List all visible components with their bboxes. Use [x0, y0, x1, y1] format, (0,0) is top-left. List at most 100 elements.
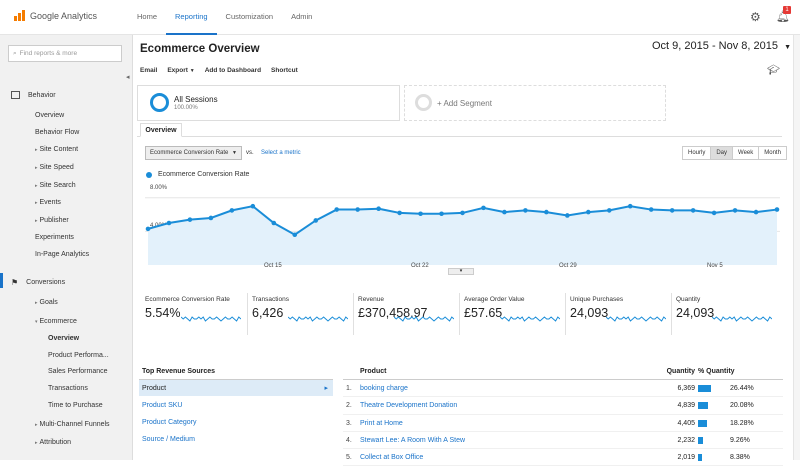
sidebar-item-ecommerce[interactable]: ▾ Ecommerce [35, 318, 77, 325]
sidebar-item-overview[interactable]: Overview [35, 112, 65, 119]
sidebar-section-behavior[interactable]: Behavior [11, 91, 56, 99]
graduation-cap-icon[interactable]: 🎓︎ [767, 65, 780, 76]
bell-icon[interactable]: 🔔︎ [776, 11, 790, 23]
data-point[interactable] [439, 211, 444, 217]
scorecard-transactions[interactable]: Transactions 6,426 [247, 293, 353, 335]
segment-all-sessions[interactable]: All Sessions 100.00% [137, 85, 400, 121]
data-point[interactable] [271, 220, 277, 226]
sidebar-item-label: Ecommerce [39, 318, 77, 325]
granularity-day[interactable]: Day [711, 147, 734, 159]
chart-scroll-handle[interactable]: ▾ [448, 268, 474, 275]
product-link[interactable]: Theatre Development Donation [360, 402, 458, 410]
gear-icon[interactable]: ⚙ [750, 10, 761, 24]
data-point[interactable] [313, 218, 319, 223]
data-point[interactable] [565, 213, 570, 218]
sparkline [712, 316, 772, 322]
sidebar-item-product-performance[interactable]: Product Performa... [48, 352, 109, 359]
legend-label: Ecommerce Conversion Rate [158, 171, 250, 178]
sidebar-item-multi-channel-funnels[interactable]: ▸ Multi-Channel Funnels [35, 421, 110, 428]
sidebar-item-time-to-purchase[interactable]: Time to Purchase [48, 402, 103, 409]
data-point[interactable] [187, 217, 193, 222]
scorecard-quantity[interactable]: Quantity 24,093 [671, 293, 777, 335]
product-link[interactable]: Collect at Box Office [360, 454, 424, 462]
source-product-sku[interactable]: Product SKU [139, 397, 333, 414]
nav-admin[interactable]: Admin [291, 12, 313, 21]
product-link[interactable]: Stewart Lee: A Room With A Stew [360, 436, 466, 444]
granularity-month[interactable]: Month [759, 147, 786, 159]
data-point[interactable] [523, 208, 528, 213]
email-button[interactable]: Email [140, 67, 158, 74]
data-point[interactable] [774, 207, 780, 212]
main-content: Ecommerce Overview Oct 9, 2015 - Nov 8, … [133, 35, 800, 466]
data-point[interactable] [292, 232, 298, 238]
scorecard-unique-purchases[interactable]: Unique Purchases 24,093 [565, 293, 671, 335]
search-input[interactable]: ⌕ Find reports & more [8, 45, 122, 62]
source-product[interactable]: Product ▸ [139, 380, 333, 397]
sidebar-item-goals[interactable]: ▸ Goals [35, 299, 58, 306]
data-point[interactable] [397, 210, 402, 216]
scorecard-revenue[interactable]: Revenue £370,458.97 [353, 293, 459, 335]
data-point[interactable] [690, 208, 696, 213]
sidebar-item-events[interactable]: ▸ Events [35, 199, 61, 206]
sidebar-item-site-content[interactable]: ▸ Site Content [35, 146, 78, 153]
data-point[interactable] [586, 209, 591, 215]
data-point[interactable] [627, 203, 633, 209]
expand-icon: ▸ [35, 200, 38, 206]
source-medium[interactable]: Source / Medium [139, 431, 333, 448]
sidebar-item-ecommerce-overview[interactable]: Overview [48, 335, 80, 342]
add-segment-button[interactable]: + Add Segment [404, 85, 666, 121]
sidebar-item-label: Multi-Channel Funnels [39, 421, 110, 428]
data-point[interactable] [229, 208, 235, 213]
data-point[interactable] [753, 209, 759, 215]
data-point[interactable] [460, 210, 465, 216]
granularity-hourly[interactable]: Hourly [683, 147, 712, 159]
nav-reporting[interactable]: Reporting [166, 0, 217, 35]
data-point[interactable] [732, 208, 738, 213]
data-point[interactable] [376, 206, 381, 212]
sidebar-item-sales-performance[interactable]: Sales Performance [48, 368, 108, 375]
granularity-week[interactable]: Week [733, 147, 760, 159]
sidebar-item-site-search[interactable]: ▸ Site Search [35, 182, 76, 189]
data-point[interactable] [418, 211, 423, 217]
sidebar-item-experiments[interactable]: Experiments [35, 234, 74, 241]
export-button[interactable]: Export ▼ [167, 67, 194, 74]
add-to-dashboard-button[interactable]: Add to Dashboard [204, 67, 262, 74]
sidebar-section-conversions[interactable]: ⚑ Conversions [11, 278, 65, 287]
date-range-picker[interactable]: Oct 9, 2015 - Nov 8, 2015 ▼ [652, 40, 791, 52]
shortcut-button[interactable]: Shortcut [271, 67, 298, 74]
data-point[interactable] [502, 209, 507, 215]
data-point[interactable] [355, 207, 360, 212]
data-point[interactable] [711, 210, 717, 216]
nav-customization[interactable]: Customization [225, 12, 274, 21]
data-point[interactable] [334, 207, 339, 212]
page-scrollbar[interactable] [793, 35, 800, 460]
data-point[interactable] [481, 205, 486, 211]
data-point[interactable] [208, 215, 214, 221]
data-point[interactable] [669, 208, 675, 213]
collapse-sidebar-icon[interactable]: ◂ [126, 74, 130, 81]
data-point[interactable] [250, 203, 256, 209]
sidebar-item-transactions[interactable]: Transactions [48, 385, 88, 392]
sidebar-item-in-page-analytics[interactable]: In-Page Analytics [35, 251, 90, 258]
selected-section-indicator [0, 273, 3, 288]
data-point[interactable] [648, 207, 654, 212]
notification-badge: 1 [783, 6, 791, 14]
data-point[interactable] [166, 220, 172, 226]
scorecard-average-order-value[interactable]: Average Order Value £57.65 [459, 293, 565, 335]
sidebar-item-site-speed[interactable]: ▸ Site Speed [35, 164, 74, 171]
select-metric-link[interactable]: Select a metric [261, 150, 301, 156]
sidebar-item-behavior-flow[interactable]: Behavior Flow [35, 129, 80, 136]
data-point[interactable] [606, 208, 612, 213]
sidebar-item-attribution[interactable]: ▸ Attribution [35, 439, 71, 446]
nav-home[interactable]: Home [137, 12, 158, 21]
source-product-category[interactable]: Product Category [139, 414, 333, 431]
metric-dropdown[interactable]: Ecommerce Conversion Rate ▼ [145, 146, 242, 160]
product-link[interactable]: booking charge [360, 385, 408, 392]
sidebar-item-publisher[interactable]: ▸ Publisher [35, 217, 69, 224]
tab-overview[interactable]: Overview [140, 123, 182, 137]
app-logo[interactable]: Google Analytics [14, 10, 97, 21]
scorecard-conversion-rate[interactable]: Ecommerce Conversion Rate 5.54% [141, 293, 247, 335]
data-point[interactable] [145, 226, 151, 232]
data-point[interactable] [544, 209, 549, 215]
product-link[interactable]: Print at Home [360, 419, 403, 427]
